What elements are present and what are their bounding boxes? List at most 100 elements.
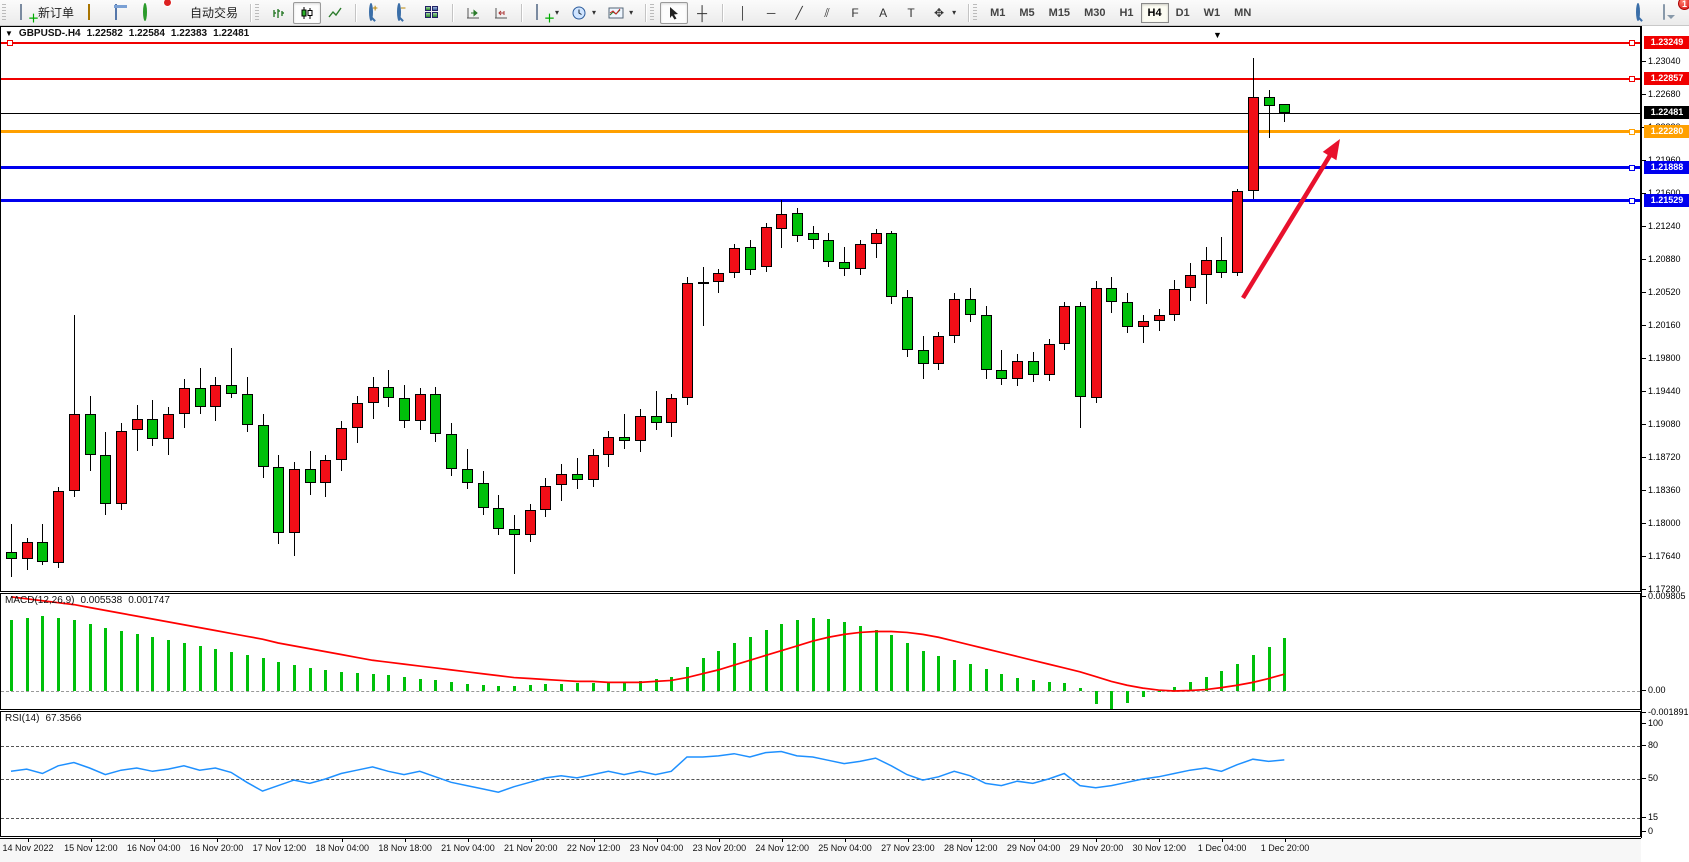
level-line-handle[interactable] (1629, 164, 1635, 171)
text-label-tool-button[interactable]: T (897, 2, 925, 24)
candle (37, 542, 49, 563)
period-button[interactable]: ▾ (565, 2, 602, 24)
level-line-handle[interactable] (1629, 75, 1635, 82)
macd-histogram-bar (1157, 691, 1161, 692)
timeframe-button-m30[interactable]: M30 (1084, 6, 1106, 19)
title-high: 1.22584 (128, 28, 165, 39)
candle (68, 414, 80, 491)
hline-tool-button[interactable]: ─ (757, 2, 785, 24)
time-tick (1159, 839, 1161, 842)
time-label: 1 Dec 20:00 (1260, 843, 1310, 853)
level-line-handle[interactable] (1629, 39, 1635, 46)
macd-histogram-bar (953, 660, 957, 691)
price-tick-label: 1.17280 (1648, 584, 1681, 594)
fibonacci-tool-button[interactable]: F (841, 2, 869, 24)
new-order-label: 新订单 (38, 6, 75, 20)
price-axis[interactable]: 1.230401.226801.223201.219601.216001.212… (1641, 26, 1689, 838)
timeframe-button-mn[interactable]: MN (1234, 6, 1252, 19)
macd-histogram-bar (528, 685, 532, 691)
zoom-out-button[interactable]: − (390, 2, 418, 24)
level-line-1.21888[interactable] (1, 166, 1640, 170)
time-axis[interactable]: 14 Nov 2022 15 Nov 12:00 16 Nov 04:00 16 No… (0, 838, 1641, 862)
level-line-handle[interactable] (7, 39, 13, 46)
time-label: 25 Nov 04:00 (818, 843, 872, 853)
trend-arrow[interactable] (1, 27, 1641, 592)
tile-windows-button[interactable] (418, 2, 446, 24)
level-line-handle[interactable] (1629, 128, 1635, 135)
zoom-in-button[interactable]: + (362, 2, 390, 24)
candlestick-chart-button[interactable] (293, 1, 322, 24)
new-chart-caret-icon: ▾ (555, 8, 560, 17)
macd-label-row: MACD(12,26,9) 0.005538 0.001747 (5, 595, 170, 606)
time-tick (467, 839, 469, 842)
search-button[interactable] (1629, 2, 1657, 24)
candle (1263, 96, 1275, 106)
channel-tool-button[interactable]: ⫽ (813, 2, 841, 24)
text-tool-button[interactable]: A (869, 2, 897, 24)
trendline-tool-button[interactable]: ╱ (785, 2, 813, 24)
candle (603, 436, 615, 456)
macd-histogram-bar (575, 683, 579, 691)
level-line-handle[interactable] (1629, 197, 1635, 204)
level-line-1.23249[interactable] (1, 41, 1640, 44)
timeframe-button-m1[interactable]: M1 (990, 6, 1006, 19)
data-window-button[interactable] (108, 2, 136, 24)
candle (1232, 191, 1244, 273)
macd-histogram-bar (591, 683, 595, 691)
time-label: 14 Nov 2022 (2, 843, 54, 853)
time-tick (782, 839, 784, 842)
market-watch-button[interactable] (80, 2, 108, 24)
macd-histogram-bar (1236, 664, 1240, 691)
timeframe-button-w1[interactable]: W1 (1203, 6, 1221, 19)
timeframe-button-m15[interactable]: M15 (1048, 6, 1071, 19)
candle (336, 427, 348, 460)
new-order-button[interactable]: ＋ 新订单 (12, 2, 80, 24)
title-dropdown-icon[interactable]: ▼ (5, 29, 13, 38)
timeframe-button-h4[interactable]: H4 (1140, 2, 1169, 23)
vline-tool-button[interactable]: │ (729, 2, 757, 24)
level-line-1.22280[interactable] (1, 130, 1640, 134)
price-chart[interactable]: ▼ GBPUSD-.H4 1.22582 1.22584 1.22383 1.2… (0, 26, 1641, 592)
level-line-1.22857[interactable] (1, 77, 1640, 80)
navigator-button[interactable] (136, 2, 164, 24)
time-label: 21 Nov 04:00 (441, 843, 495, 853)
chart-shift-button[interactable] (487, 2, 515, 24)
timeframe-button-h1[interactable]: H1 (1119, 6, 1134, 19)
price-tick-label: 1.18720 (1648, 452, 1681, 462)
cursor-tool-button[interactable] (660, 1, 689, 24)
price-tick-label: 1.23040 (1648, 56, 1681, 66)
auto-scroll-button[interactable] (459, 2, 487, 24)
title-low: 1.22383 (170, 28, 208, 39)
candle (1106, 287, 1118, 303)
rsi-panel[interactable]: RSI(14) 67.3566 (0, 711, 1641, 837)
candle (1074, 305, 1086, 398)
candlestick-chart-icon (299, 5, 315, 21)
price-tick (1642, 556, 1646, 557)
time-tick (342, 839, 344, 842)
crosshair-tool-button[interactable]: ┼ (688, 2, 716, 24)
macd-histogram-bar (733, 643, 737, 691)
macd-histogram-bar (450, 682, 454, 691)
timeframe-button-m5[interactable]: M5 (1019, 6, 1035, 19)
line-chart-button[interactable] (321, 2, 349, 24)
price-tick-label: 1.20160 (1648, 320, 1681, 330)
chart-menu-marker-icon[interactable]: ▼ (1213, 30, 1222, 40)
timeframe-button-d1[interactable]: D1 (1175, 6, 1190, 19)
candle-wick (1221, 237, 1223, 279)
candle (524, 510, 536, 535)
rsi-tick (1642, 745, 1646, 746)
toolbar-grip[interactable] (2, 3, 6, 22)
level-line-1.21529[interactable] (1, 199, 1640, 202)
new-chart-button[interactable]: ＋ ▾ (528, 2, 565, 24)
auto-trading-button[interactable]: 自动交易 (164, 2, 244, 24)
macd-histogram-bar (843, 621, 847, 691)
candle (257, 425, 269, 468)
bar-chart-button[interactable] (265, 2, 293, 24)
arrows-tool-button[interactable]: ✥ ▾ (925, 2, 962, 24)
notifications-button[interactable]: 1 (1657, 0, 1689, 24)
data-window-icon (114, 3, 130, 21)
macd-panel[interactable]: MACD(12,26,9) 0.005538 0.001747 (0, 593, 1641, 710)
template-button[interactable]: ▾ (602, 2, 639, 24)
price-level-badge: 1.21888 (1644, 160, 1689, 174)
rsi-label-row: RSI(14) 67.3566 (5, 713, 82, 724)
